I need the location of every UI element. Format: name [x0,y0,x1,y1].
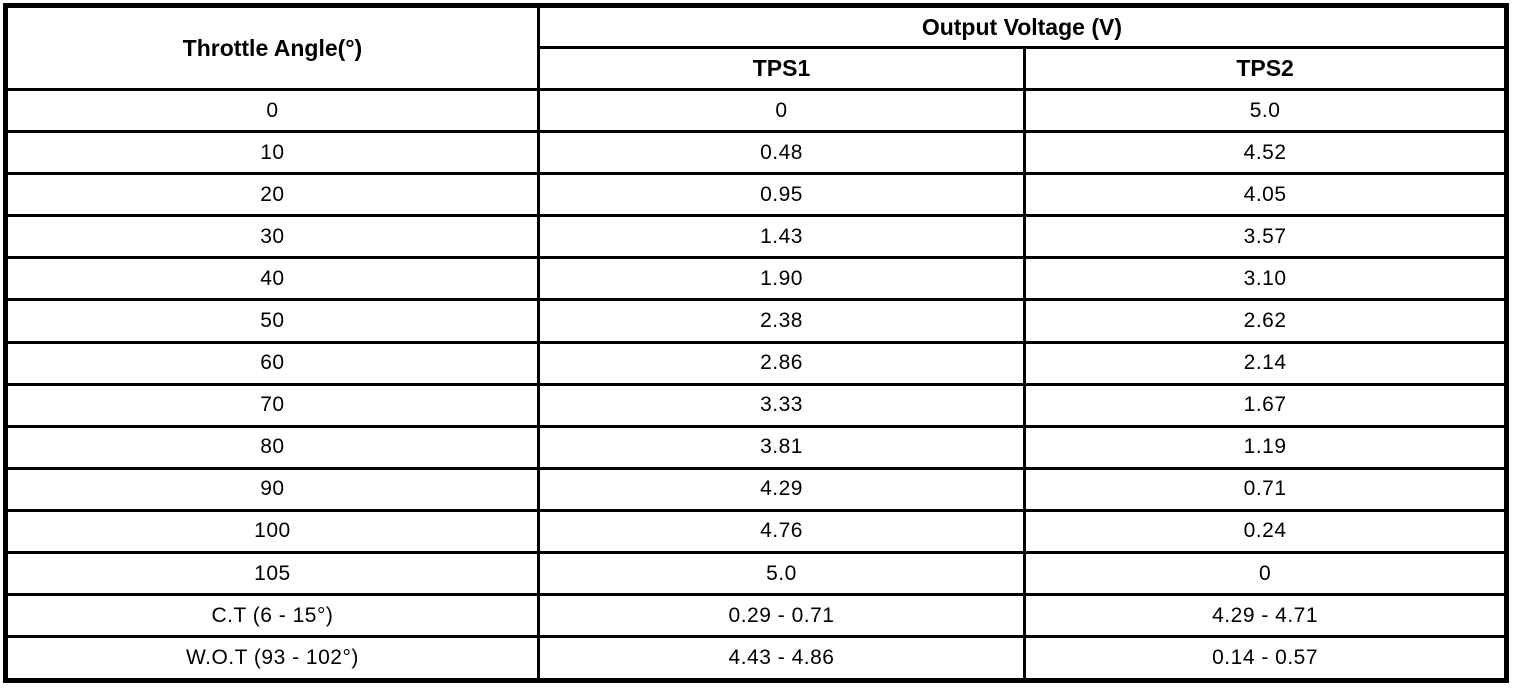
throttle-angle-cell: 30 [4,214,540,260]
tps1-voltage-cell: 1.43 [536,214,1027,260]
tps-voltage-spec-table: Throttle Angle(°) Output Voltage (V) TPS… [3,3,1509,683]
tps1-voltage-cell: 4.43 - 4.86 [536,635,1027,682]
table-row: 0 0 5.0 [4,87,1508,134]
tps2-voltage-cell: 3.10 [1023,256,1508,302]
table-row: 10 0.48 4.52 [4,130,1508,176]
throttle-angle-header: Throttle Angle(°) [4,4,540,91]
tps2-voltage-cell: 1.67 [1023,382,1508,428]
tps1-voltage-cell: 0.95 [536,172,1027,218]
table-row: 30 1.43 3.57 [4,214,1508,260]
table-row: 50 2.38 2.62 [4,298,1508,344]
throttle-angle-cell: 40 [4,256,540,302]
throttle-angle-cell: 100 [4,508,540,555]
tps1-voltage-cell: 0.29 - 0.71 [536,593,1027,639]
throttle-angle-cell: 80 [4,424,540,470]
tps2-voltage-cell: 4.52 [1023,130,1508,176]
header-row-sub: TPS1 TPS2 [6,46,1508,91]
header-row-group: Throttle Angle(°) Output Voltage (V) [4,4,1509,91]
throttle-angle-cell: 20 [4,172,540,218]
table-row: 90 4.29 0.71 [4,466,1508,512]
table-row: C.T (6 - 15°) 0.29 - 0.71 4.29 - 4.71 [4,593,1508,639]
tps2-voltage-cell: 0.24 [1023,508,1508,555]
tps1-voltage-cell: 3.33 [536,382,1027,428]
throttle-angle-cell: 70 [4,382,540,428]
tps1-voltage-cell: 4.29 [536,466,1027,512]
table-row: W.O.T (93 - 102°) 4.43 - 4.86 0.14 - 0.57 [4,635,1508,682]
throttle-angle-cell: 0 [4,87,540,134]
throttle-angle-cell: 60 [4,340,540,386]
throttle-angle-cell: C.T (6 - 15°) [4,593,540,639]
tps2-voltage-cell: 0 [1023,551,1508,597]
tps2-voltage-cell: 0.71 [1023,466,1508,512]
tps1-voltage-cell: 0.48 [536,130,1027,176]
table-row: 20 0.95 4.05 [4,172,1508,218]
throttle-angle-cell: 10 [4,130,540,176]
tps2-voltage-cell: 4.05 [1023,172,1508,218]
tps2-voltage-cell: 0.14 - 0.57 [1023,635,1508,682]
table-header: Throttle Angle(°) Output Voltage (V) TPS… [4,4,1509,91]
tps1-voltage-cell: 4.76 [536,508,1027,555]
tps1-voltage-cell: 0 [536,87,1027,134]
table-row: 60 2.86 2.14 [4,340,1508,386]
table-row: 70 3.33 1.67 [4,382,1508,428]
table-row: 40 1.90 3.10 [4,256,1508,302]
table-row: 100 4.76 0.24 [4,508,1508,555]
table-body: 0 0 5.0 10 0.48 4.52 20 0.95 4.05 30 1.43 3.57 40 1.9… [4,87,1508,682]
tps2-voltage-cell: 1.19 [1023,424,1508,470]
tps2-voltage-cell: 5.0 [1023,87,1508,134]
tps1-voltage-cell: 2.86 [536,340,1027,386]
tps1-column-header: TPS1 [536,46,1027,91]
tps1-voltage-cell: 1.90 [536,256,1027,302]
throttle-angle-cell: 105 [4,551,540,597]
output-voltage-group-header: Output Voltage (V) [536,4,1509,49]
throttle-angle-cell: 50 [4,298,540,344]
tps1-voltage-cell: 2.38 [536,298,1027,344]
table-row: 80 3.81 1.19 [4,424,1508,470]
tps2-voltage-cell: 2.14 [1023,340,1508,386]
throttle-angle-cell: W.O.T (93 - 102°) [4,635,540,682]
tps1-voltage-cell: 5.0 [536,551,1027,597]
tps2-voltage-cell: 4.29 - 4.71 [1023,593,1508,639]
tps1-voltage-cell: 3.81 [536,424,1027,470]
throttle-angle-cell: 90 [4,466,540,512]
table-row: 105 5.0 0 [4,551,1508,597]
tps2-column-header: TPS2 [1023,46,1508,91]
tps2-voltage-cell: 2.62 [1023,298,1508,344]
tps2-voltage-cell: 3.57 [1023,214,1508,260]
